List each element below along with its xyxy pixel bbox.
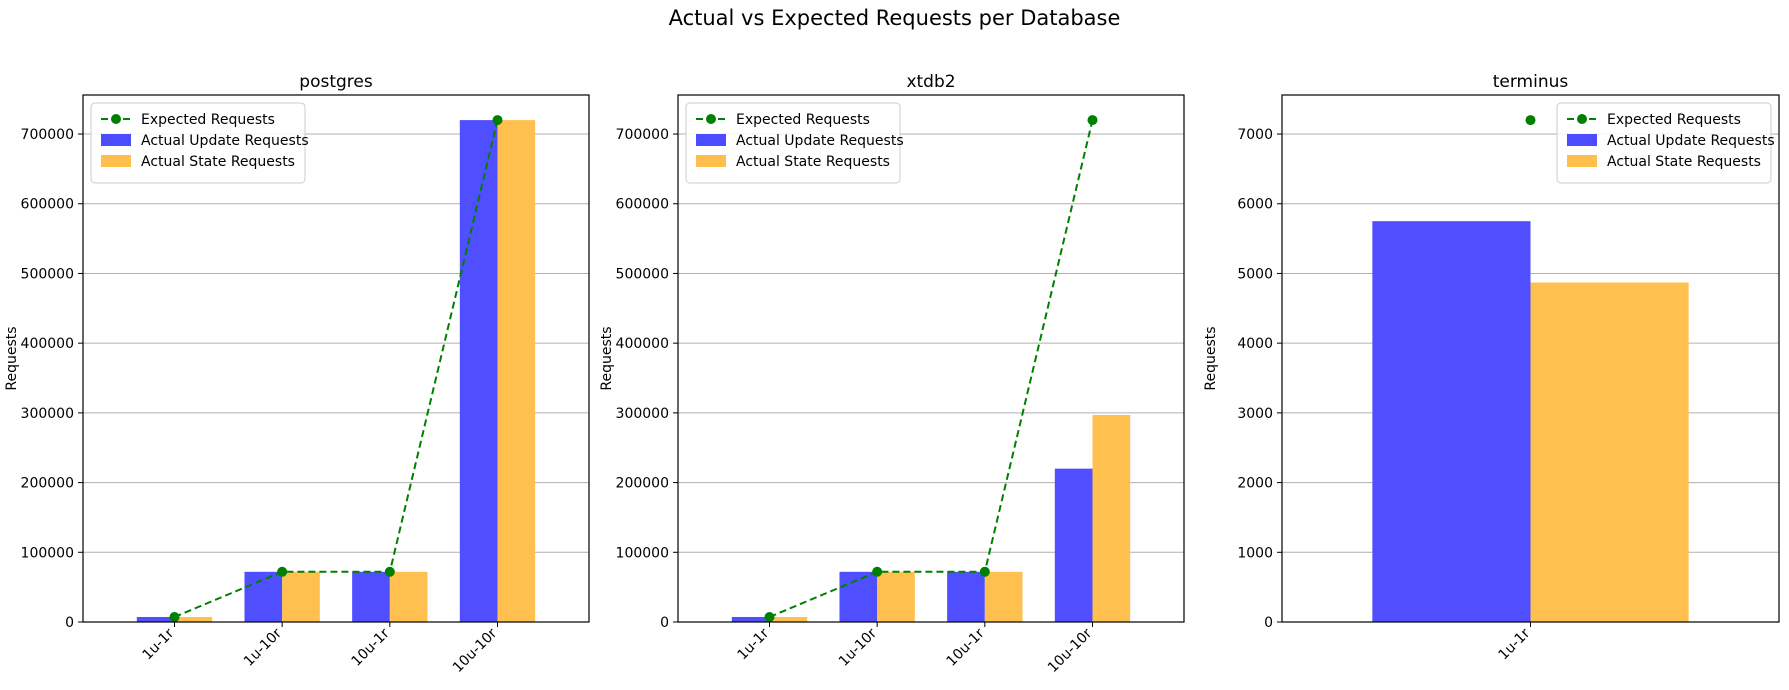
legend: Expected Requests Actual Update Requests A… — [1556, 102, 1775, 184]
axes-frame — [82, 94, 590, 623]
y-tick-label: 700000 — [21, 127, 74, 143]
panel-0: 0 100000 200000 300000 400000 500000 600000 700… — [4, 72, 590, 676]
y-tick-label: 100000 — [616, 545, 669, 561]
legend-bar-swatch — [1567, 155, 1597, 167]
expected-point — [1525, 115, 1536, 126]
bar-update — [1054, 468, 1093, 622]
expected-point — [169, 611, 180, 622]
legend-label: Actual State Requests — [1607, 154, 1761, 170]
panel-title: xtdb2 — [906, 72, 955, 92]
x-tick-label: 1u-1r — [140, 625, 178, 663]
bar-state — [1530, 282, 1689, 622]
expected-point — [872, 566, 883, 577]
y-tick-label: 5000 — [1237, 266, 1273, 282]
y-tick-label: 0 — [1264, 615, 1273, 631]
bar-state — [282, 571, 320, 622]
x-tick-label: 1u-10r — [836, 625, 880, 669]
bar-state — [769, 616, 808, 622]
legend: Expected Requests Actual Update Requests A… — [685, 102, 904, 184]
legend-label: Actual State Requests — [141, 154, 295, 170]
y-tick-label: 500000 — [21, 266, 74, 282]
axes-frame — [677, 94, 1185, 623]
expected-point — [1087, 115, 1098, 126]
legend-box — [685, 102, 901, 184]
legend-marker — [111, 114, 121, 124]
bar-update — [352, 571, 390, 622]
legend-bar-swatch — [1567, 134, 1597, 146]
bar-update — [1372, 221, 1531, 622]
legend-label: Expected Requests — [141, 112, 275, 128]
legend-label: Actual Update Requests — [141, 133, 309, 149]
x-tick-label: 1u-1r — [1495, 625, 1533, 663]
legend-label: Expected Requests — [1607, 112, 1741, 128]
x-tick-label: 10u-10r — [1045, 625, 1096, 676]
y-tick-label: 200000 — [21, 476, 74, 492]
legend: Expected Requests Actual Update Requests A… — [90, 102, 309, 184]
legend-label: Actual Update Requests — [1607, 133, 1775, 149]
bar-update — [839, 571, 878, 622]
expected-point — [979, 566, 990, 577]
expected-point — [384, 566, 395, 577]
bar-state — [174, 616, 213, 622]
expected-point — [492, 115, 503, 126]
y-tick-label: 1000 — [1237, 545, 1273, 561]
y-tick-label: 6000 — [1237, 197, 1273, 213]
legend-bar-swatch — [696, 155, 726, 167]
legend-bar-swatch — [696, 134, 726, 146]
y-tick-label: 600000 — [21, 197, 74, 213]
y-tick-label: 0 — [65, 615, 74, 631]
y-tick-label: 300000 — [21, 406, 74, 422]
y-axis-label: Requests — [4, 326, 20, 390]
y-tick-label: 7000 — [1237, 127, 1273, 143]
x-tick-label: 1u-1r — [735, 625, 773, 663]
bar-update — [947, 571, 985, 622]
expected-line — [769, 119, 1094, 618]
bar-update — [136, 616, 175, 622]
panel-1: 0 100000 200000 300000 400000 500000 600000 700… — [599, 72, 1185, 676]
bar-state — [984, 571, 1023, 622]
legend-box — [1556, 102, 1772, 184]
y-tick-label: 400000 — [21, 336, 74, 352]
bar-state — [389, 571, 428, 622]
legend-marker — [706, 114, 716, 124]
y-tick-label: 2000 — [1237, 476, 1273, 492]
expected-point — [764, 611, 775, 622]
figure-title: Actual vs Expected Requests per Database — [668, 6, 1121, 30]
y-tick-label: 400000 — [616, 336, 669, 352]
y-axis-label: Requests — [1203, 326, 1219, 390]
bar-state — [1092, 414, 1131, 622]
bar-update — [731, 616, 770, 622]
legend-bar-swatch — [101, 134, 131, 146]
y-tick-label: 3000 — [1237, 406, 1273, 422]
legend-marker — [1577, 114, 1587, 124]
panel-title: postgres — [299, 72, 373, 92]
y-tick-label: 200000 — [616, 476, 669, 492]
y-tick-label: 700000 — [616, 127, 669, 143]
legend-label: Expected Requests — [736, 112, 870, 128]
bar-update — [459, 120, 498, 622]
x-tick-label: 10u-1r — [349, 625, 393, 669]
y-axis-label: Requests — [599, 326, 615, 390]
y-tick-label: 0 — [660, 615, 669, 631]
bar-update — [244, 571, 283, 622]
y-tick-label: 100000 — [21, 545, 74, 561]
bar-state — [877, 571, 915, 622]
y-tick-label: 500000 — [616, 266, 669, 282]
expected-point — [277, 566, 288, 577]
expected-line — [174, 119, 499, 618]
legend-bar-swatch — [101, 155, 131, 167]
y-tick-label: 4000 — [1237, 336, 1273, 352]
legend-label: Actual State Requests — [736, 154, 890, 170]
x-tick-label: 10u-1r — [944, 625, 988, 669]
panel-2: 0 1000 2000 3000 4000 5000 6000 7000 1u-1r termin… — [1203, 72, 1780, 663]
legend-label: Actual Update Requests — [736, 133, 904, 149]
y-tick-label: 300000 — [616, 406, 669, 422]
bar-state — [497, 120, 536, 622]
x-tick-label: 1u-10r — [241, 625, 285, 669]
legend-box — [90, 102, 306, 184]
x-tick-label: 10u-10r — [450, 625, 501, 676]
y-tick-label: 600000 — [616, 197, 669, 213]
panel-title: terminus — [1493, 72, 1569, 92]
